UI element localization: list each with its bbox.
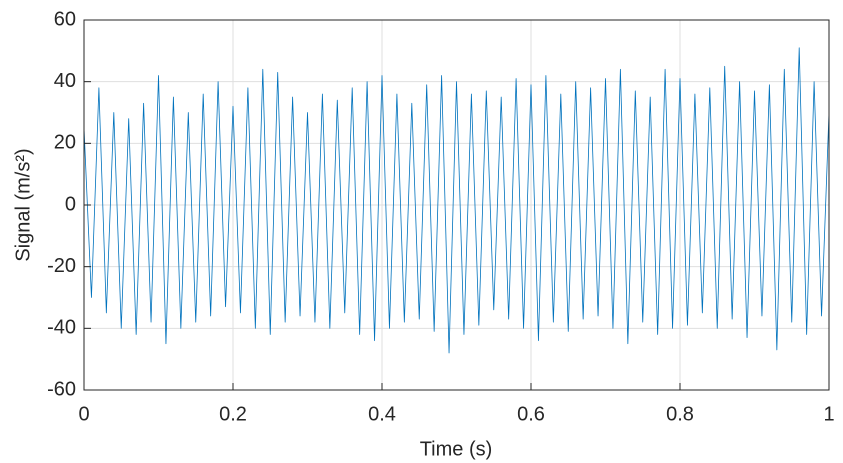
x-tick-label: 0.4	[368, 403, 396, 425]
y-tick-label: -20	[47, 255, 76, 277]
ticks: 0 0.2 0.4 0.6 0.8 1 -60 -40 -20 0 20 40 60	[47, 8, 834, 425]
x-tick-label: 0	[78, 403, 89, 425]
y-tick-label: 40	[54, 70, 76, 92]
y-tick-label: 20	[54, 132, 76, 154]
plot	[83, 47, 830, 354]
x-tick-label: 0.8	[666, 403, 694, 425]
x-tick-label: 0.2	[219, 403, 247, 425]
y-tick-label: 0	[65, 193, 76, 215]
y-axis-label: Signal (m/s²)	[12, 148, 34, 261]
x-tick-label: 0.6	[517, 403, 545, 425]
y-tick-label: -40	[47, 317, 76, 339]
y-tick-label: 60	[54, 8, 76, 30]
y-tick-label: -60	[47, 378, 76, 400]
signal-line	[83, 47, 830, 354]
x-tick-label: 1	[823, 403, 834, 425]
x-axis-label: Time (s)	[420, 438, 493, 460]
